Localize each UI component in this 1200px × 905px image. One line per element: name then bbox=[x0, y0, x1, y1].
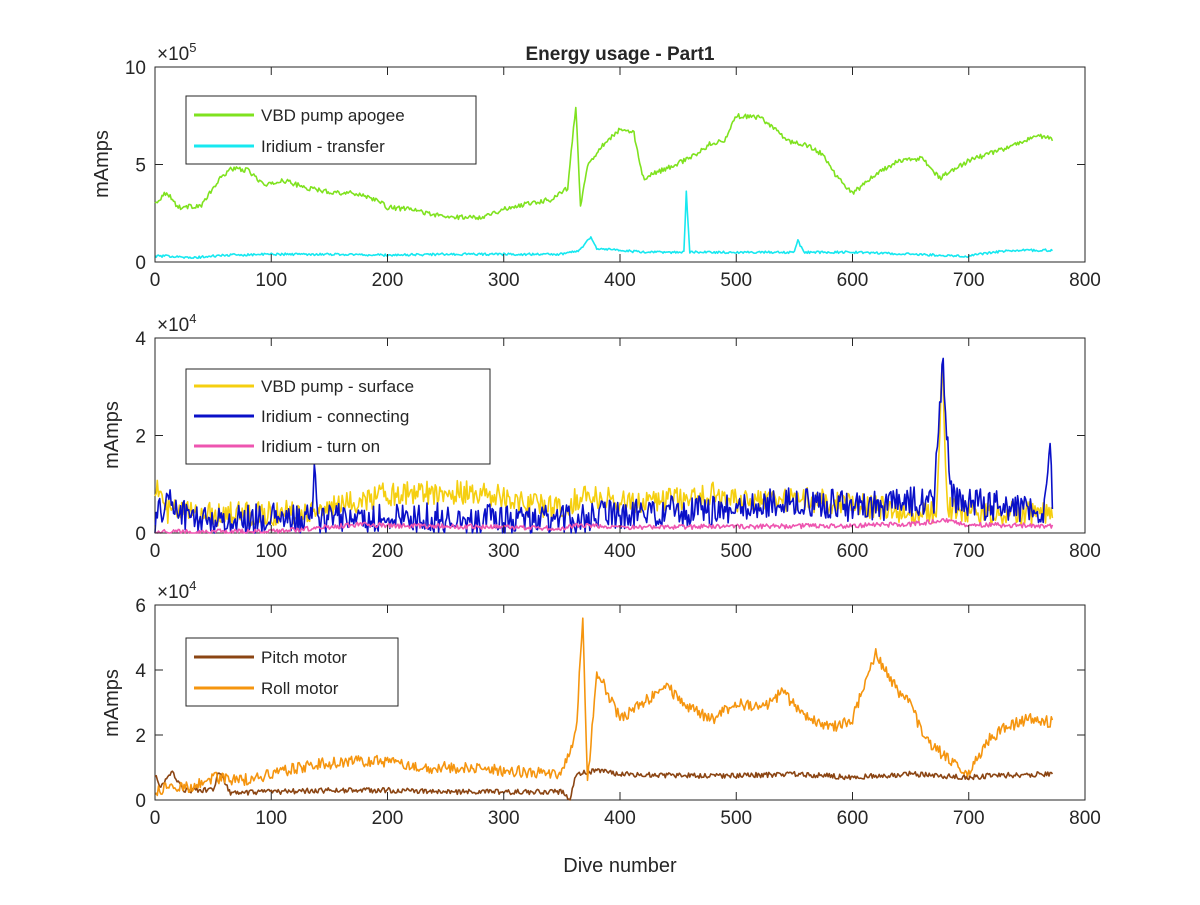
x-tick-label: 700 bbox=[953, 808, 985, 829]
x-tick-label: 700 bbox=[953, 270, 985, 291]
x-tick-label: 200 bbox=[372, 541, 404, 562]
x-tick-label: 0 bbox=[150, 270, 161, 291]
x-tick-label: 100 bbox=[255, 270, 287, 291]
x-tick-label: 700 bbox=[953, 541, 985, 562]
panel-3-legend: Pitch motor Roll motor bbox=[185, 637, 399, 707]
y-tick-label: 0 bbox=[135, 524, 146, 545]
x-tick-label: 800 bbox=[1069, 541, 1101, 562]
panel-2-legend: VBD pump - surface Iridium - connecting … bbox=[185, 368, 491, 465]
panel-3-multiplier: ×104 bbox=[157, 578, 196, 603]
x-tick-label: 600 bbox=[837, 270, 869, 291]
x-tick-label: 800 bbox=[1069, 270, 1101, 291]
series-line-iridium-connecting bbox=[154, 357, 1054, 534]
y-tick-label: 4 bbox=[135, 661, 146, 682]
panel-1-series-group bbox=[154, 106, 1054, 260]
panel-1-ticks: 0 100 200 300 400 500 600 700 800 0 5 10 bbox=[125, 58, 1101, 291]
panel-2-ticks: 0 100 200 300 400 500 600 700 800 0 2 4 bbox=[135, 329, 1100, 562]
x-tick-label: 100 bbox=[255, 808, 287, 829]
x-tick-label: 600 bbox=[837, 808, 869, 829]
legend-label-roll-motor: Roll motor bbox=[261, 679, 339, 698]
x-tick-label: 400 bbox=[604, 808, 636, 829]
y-tick-label: 2 bbox=[135, 726, 146, 747]
y-tick-label: 5 bbox=[135, 156, 146, 177]
x-tick-label: 800 bbox=[1069, 808, 1101, 829]
panel-1: 0 100 200 300 400 500 600 700 800 0 5 10 Energy usa… bbox=[91, 40, 1101, 291]
panel-2-multiplier: ×104 bbox=[157, 311, 196, 336]
x-tick-label: 300 bbox=[488, 270, 520, 291]
y-tick-label: 6 bbox=[135, 596, 146, 617]
legend-label-vbd-pump-surface: VBD pump - surface bbox=[261, 377, 414, 396]
series-line-pitch-motor bbox=[154, 768, 1054, 801]
x-axis-label: Dive number bbox=[563, 855, 677, 877]
panel-3-legend-box bbox=[185, 637, 399, 707]
x-tick-label: 300 bbox=[488, 808, 520, 829]
y-tick-label: 0 bbox=[135, 791, 146, 812]
x-tick-label: 200 bbox=[372, 808, 404, 829]
legend-label-iridium-turn-on: Iridium - turn on bbox=[261, 437, 380, 456]
y-tick-label: 10 bbox=[125, 58, 146, 79]
panel-1-multiplier: ×105 bbox=[157, 40, 196, 65]
x-tick-label: 600 bbox=[837, 541, 869, 562]
series-line-vbd-pump-apogee bbox=[154, 106, 1054, 221]
x-tick-label: 500 bbox=[720, 808, 752, 829]
legend-label-vbd-pump-apogee: VBD pump apogee bbox=[261, 106, 405, 125]
series-line-iridium-transfer bbox=[154, 190, 1053, 260]
series-line-roll-motor bbox=[154, 617, 1054, 797]
x-tick-label: 300 bbox=[488, 541, 520, 562]
y-tick-label: 2 bbox=[135, 427, 146, 448]
x-tick-label: 500 bbox=[720, 541, 752, 562]
panel-1-legend-box bbox=[185, 95, 477, 165]
x-tick-label: 100 bbox=[255, 541, 287, 562]
panel-3-series-group bbox=[154, 617, 1054, 801]
legend-label-iridium-transfer: Iridium - transfer bbox=[261, 137, 385, 156]
x-tick-label: 0 bbox=[150, 808, 161, 829]
panel-3-ticks: 0 100 200 300 400 500 600 700 800 0 2 4 6 bbox=[135, 596, 1100, 829]
y-tick-label: 4 bbox=[135, 329, 146, 350]
chart-title: Energy usage - Part1 bbox=[525, 44, 714, 65]
panel-2-y-axis-label: mAmps bbox=[101, 401, 123, 469]
panel-1-legend: VBD pump apogee Iridium - transfer bbox=[185, 95, 477, 165]
series-line-iridium-turn-on bbox=[154, 517, 1054, 534]
panel-3: 0 100 200 300 400 500 600 700 800 0 2 4 6 mAmps ×104… bbox=[101, 578, 1101, 877]
x-tick-label: 400 bbox=[604, 541, 636, 562]
panel-1-y-axis-label: mAmps bbox=[91, 130, 113, 198]
x-tick-label: 200 bbox=[372, 270, 404, 291]
legend-label-pitch-motor: Pitch motor bbox=[261, 648, 347, 667]
x-tick-label: 500 bbox=[720, 270, 752, 291]
panel-3-y-axis-label: mAmps bbox=[101, 669, 123, 737]
legend-label-iridium-connecting: Iridium - connecting bbox=[261, 407, 409, 426]
panel-2-series-group bbox=[154, 357, 1054, 534]
y-tick-label: 0 bbox=[135, 253, 146, 274]
x-tick-label: 0 bbox=[150, 541, 161, 562]
x-tick-label: 400 bbox=[604, 270, 636, 291]
